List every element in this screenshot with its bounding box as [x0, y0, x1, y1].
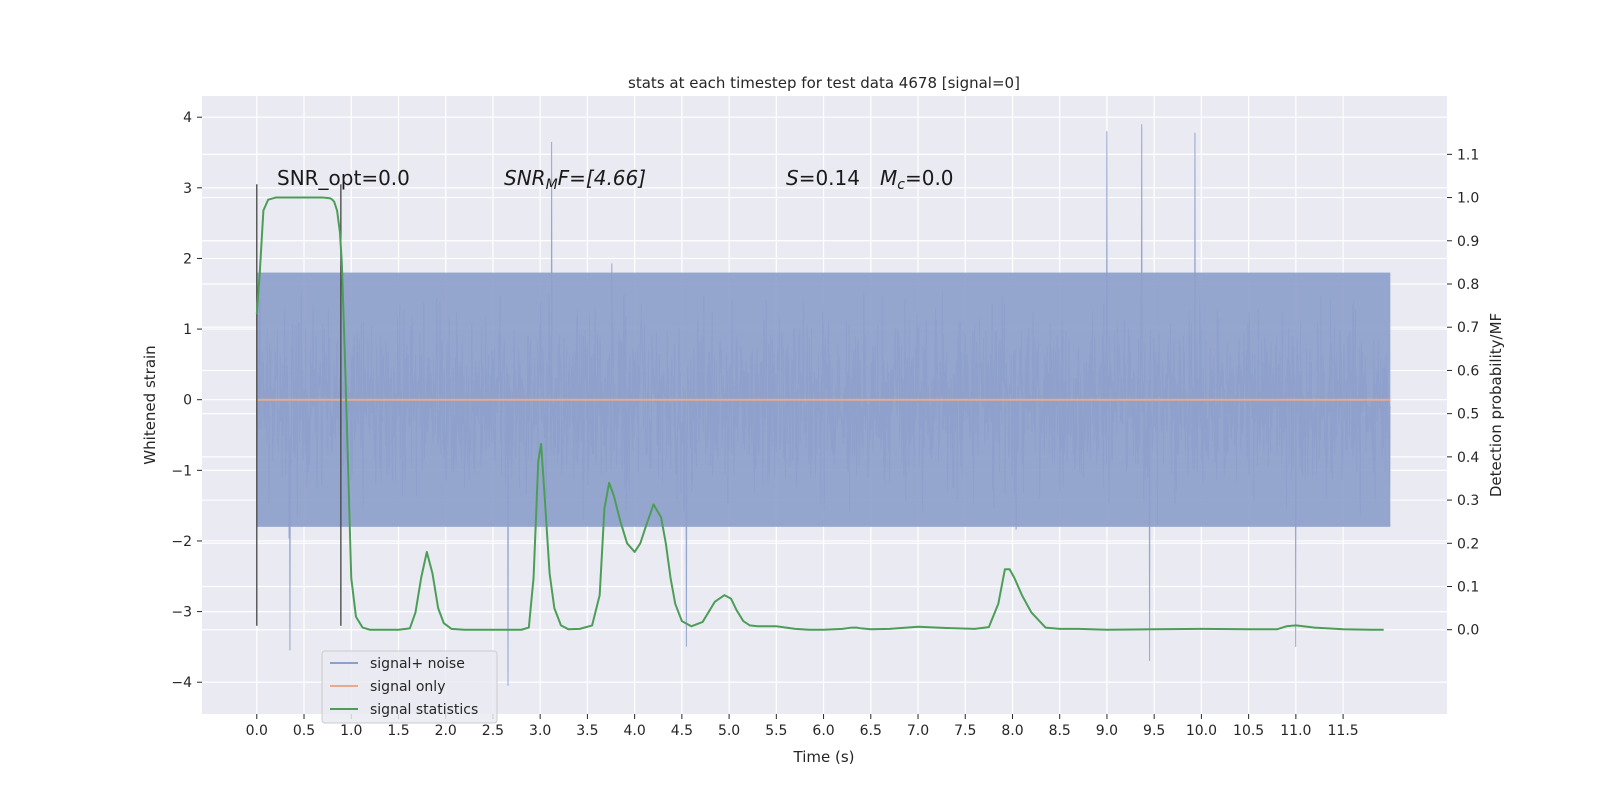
y-tick-label: 0 [183, 393, 192, 409]
x-tick-label: 7.0 [907, 723, 929, 739]
y2-tick-label: 0.0 [1457, 623, 1479, 639]
legend: signal+ noise signal only signal statist… [321, 650, 498, 724]
x-tick-label: 2.5 [482, 723, 504, 739]
legend-label-signal-only: signal only [370, 679, 445, 695]
legend-label-signal-statistics: signal statistics [370, 702, 478, 718]
y-tick-label: −1 [171, 463, 192, 479]
x-tick-label: 4.5 [671, 723, 693, 739]
annotation-s: S=0.14 [786, 166, 860, 190]
y2-tick-label: 1.0 [1457, 191, 1479, 207]
signal-statistics-line [255, 196, 1384, 631]
x-tick-label: 10.0 [1186, 723, 1217, 739]
x-tick-label: 3.0 [529, 723, 551, 739]
annotation-mc: Mc=0.0 [880, 166, 954, 193]
y-tick-label: 3 [183, 181, 192, 197]
x-tick-label: 5.5 [765, 723, 787, 739]
y-axis-label: Whitened strain [141, 345, 159, 464]
legend-box [321, 650, 498, 724]
x-tick-label: 11.0 [1280, 723, 1311, 739]
y2-tick-label: 0.1 [1457, 580, 1479, 596]
y2-tick-label: 0.4 [1457, 450, 1479, 466]
x-tick-label: 9.5 [1143, 723, 1165, 739]
y-tick-label: −3 [171, 605, 192, 621]
y2-tick-label: 0.6 [1457, 363, 1479, 379]
x-tick-label: 1.5 [387, 723, 409, 739]
signal-statistics-series [255, 196, 1384, 631]
legend-label-signal-noise: signal+ noise [370, 656, 465, 672]
y2-tick-label: 0.9 [1457, 234, 1479, 250]
y-tick-label: 4 [183, 110, 192, 126]
x-tick-label: 0.5 [293, 723, 315, 739]
y-tick-label: 1 [183, 322, 192, 338]
x-tick-label: 10.5 [1233, 723, 1264, 739]
y2-tick-label: 1.1 [1457, 147, 1479, 163]
y2-tick-label: 0.2 [1457, 536, 1479, 552]
x-tick-label: 1.0 [340, 723, 362, 739]
annotation-snr-opt: SNR_opt=0.0 [277, 166, 410, 190]
x-axis-label: Time (s) [793, 748, 855, 766]
x-tick-label: 8.5 [1049, 723, 1071, 739]
y2-tick-label: 0.3 [1457, 493, 1479, 509]
x-tick-label: 7.5 [954, 723, 976, 739]
y2-tick-label: 0.5 [1457, 407, 1479, 423]
y-tick-label: −2 [171, 534, 192, 550]
x-tick-label: 11.5 [1328, 723, 1359, 739]
y2-axis-label: Detection probability/MF [1487, 313, 1505, 497]
chart-title: stats at each timestep for test data 467… [628, 74, 1020, 92]
x-tick-label: 4.0 [623, 723, 645, 739]
x-tick-label: 2.0 [435, 723, 457, 739]
x-tick-label: 8.0 [1001, 723, 1023, 739]
y2-tick-label: 0.7 [1457, 320, 1479, 336]
axis-ticks: 0.0 0.5 1.0 1.5 2.0 2.5 3.0 3.5 4.0 4.5 5.0 5.5 6.0 6… [171, 110, 1479, 739]
x-tick-label: 3.5 [576, 723, 598, 739]
y-tick-label: 2 [183, 251, 192, 267]
x-tick-label: 6.0 [812, 723, 834, 739]
annotation-snr-mf: SNRMF=[4.66] [504, 166, 646, 193]
x-tick-label: 6.5 [860, 723, 882, 739]
signal-noise-line [256, 124, 1391, 686]
x-tick-label: 0.0 [246, 723, 268, 739]
x-tick-label: 5.0 [718, 723, 740, 739]
y2-tick-label: 0.8 [1457, 277, 1479, 293]
x-tick-label: 9.0 [1096, 723, 1118, 739]
y-tick-label: −4 [171, 675, 192, 691]
